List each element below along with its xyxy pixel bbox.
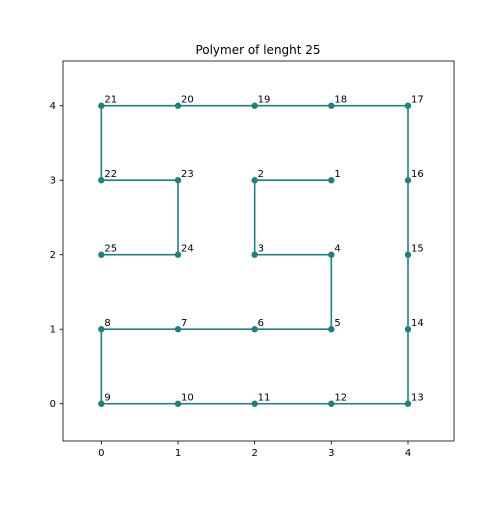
monomer-point — [251, 177, 258, 184]
monomer-index-label: 1 — [334, 169, 340, 180]
plot-frame — [62, 60, 455, 442]
x-tick-label: 4 — [405, 448, 411, 459]
monomer-point — [328, 102, 335, 109]
monomer-index-label: 15 — [411, 244, 424, 255]
monomer-index-label: 25 — [104, 244, 117, 255]
monomer-index-label: 3 — [258, 244, 264, 255]
monomer-point — [404, 326, 412, 333]
monomer-index-label: 12 — [334, 393, 347, 404]
monomer-point — [251, 102, 258, 109]
monomer-index-label: 18 — [334, 95, 347, 106]
data-points-layer — [98, 102, 412, 407]
x-tick-label: 0 — [98, 448, 104, 459]
monomer-index-label: 24 — [181, 244, 194, 255]
monomer-point — [174, 177, 182, 184]
monomer-index-label: 23 — [181, 169, 194, 180]
monomer-index-label: 8 — [104, 318, 110, 329]
monomer-point — [98, 102, 105, 109]
monomer-index-label: 7 — [181, 318, 187, 329]
monomer-point — [251, 251, 258, 258]
series-line-layer — [100, 104, 409, 405]
monomer-index-label: 6 — [258, 318, 264, 329]
monomer-point — [98, 177, 105, 184]
monomer-index-label: 5 — [334, 318, 340, 329]
monomer-index-label: 22 — [104, 169, 117, 180]
monomer-point — [404, 102, 412, 109]
monomer-point — [404, 400, 412, 407]
y-tick-label: 4 — [50, 101, 56, 112]
y-tick-label: 2 — [50, 250, 56, 261]
monomer-index-label: 16 — [411, 169, 424, 180]
monomer-point — [328, 177, 335, 184]
x-tick-label: 2 — [251, 448, 257, 459]
monomer-point — [98, 251, 105, 258]
monomer-point — [98, 326, 105, 333]
monomer-index-label: 2 — [258, 169, 264, 180]
monomer-point — [404, 251, 412, 258]
monomer-index-label: 9 — [104, 393, 110, 404]
monomer-index-label: 11 — [258, 393, 271, 404]
monomer-index-label: 10 — [181, 393, 194, 404]
x-tick-label: 1 — [175, 448, 181, 459]
x-tick-label: 3 — [328, 448, 334, 459]
y-tick-label: 0 — [50, 399, 56, 410]
y-tick-label: 1 — [50, 325, 56, 336]
monomer-point — [251, 400, 258, 407]
monomer-index-label: 19 — [258, 95, 271, 106]
monomer-point — [174, 251, 182, 258]
monomer-index-label: 17 — [411, 95, 424, 106]
monomer-point — [328, 251, 335, 258]
monomer-point — [404, 177, 412, 184]
monomer-point — [98, 400, 105, 407]
monomer-index-label: 20 — [181, 95, 194, 106]
monomer-point — [328, 400, 335, 407]
monomer-point — [174, 400, 182, 407]
monomer-point — [328, 326, 335, 333]
monomer-index-label: 14 — [411, 318, 424, 329]
monomer-index-label: 4 — [334, 244, 340, 255]
chart-title: Polymer of lenght 25 — [195, 43, 320, 57]
monomer-point — [251, 326, 258, 333]
monomer-point — [174, 102, 182, 109]
monomer-index-label: 21 — [104, 95, 117, 106]
y-tick-label: 3 — [50, 176, 56, 187]
monomer-point — [174, 326, 182, 333]
monomer-index-label: 13 — [411, 393, 424, 404]
